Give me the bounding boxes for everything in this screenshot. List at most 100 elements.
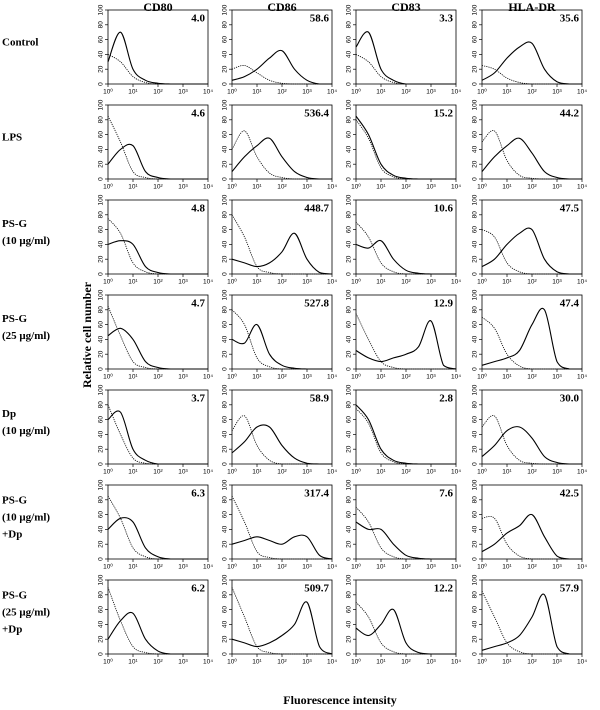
histogram-curve bbox=[107, 240, 208, 275]
y-tick-label: 0 bbox=[98, 82, 105, 86]
histogram-curve bbox=[231, 232, 333, 275]
x-tick-label: 10² bbox=[277, 374, 287, 381]
histogram-curve bbox=[481, 593, 582, 655]
x-tick-label: 10³ bbox=[178, 469, 188, 476]
y-tick-label: 20 bbox=[346, 255, 353, 263]
y-tick-label: 80 bbox=[222, 116, 229, 124]
x-tick-label: 10¹ bbox=[252, 89, 262, 96]
x-tick-label: 10² bbox=[401, 659, 411, 666]
y-tick-label: 40 bbox=[98, 50, 105, 58]
x-tick-label: 10⁰ bbox=[103, 468, 113, 476]
y-tick-label: 0 bbox=[346, 272, 353, 276]
y-tick-label: 20 bbox=[346, 635, 353, 643]
y-tick-label: 100 bbox=[346, 289, 353, 300]
y-tick-label: 20 bbox=[346, 445, 353, 453]
x-tick-label: 10³ bbox=[426, 89, 436, 96]
y-tick-label: 60 bbox=[98, 36, 105, 44]
x-tick-label: 10³ bbox=[426, 469, 436, 476]
row-label: PS-G bbox=[2, 218, 28, 230]
y-tick-label: 60 bbox=[98, 606, 105, 614]
mfi-value: 4.0 bbox=[191, 13, 205, 25]
y-tick-label: 80 bbox=[98, 21, 105, 29]
histogram-curve bbox=[231, 415, 332, 465]
x-tick-label: 10⁴ bbox=[577, 374, 587, 381]
y-tick-label: 20 bbox=[222, 540, 229, 548]
x-tick-label: 10¹ bbox=[376, 469, 386, 476]
histogram-curve bbox=[231, 495, 332, 560]
y-tick-label: 40 bbox=[346, 145, 353, 153]
histogram-curve bbox=[355, 506, 456, 560]
histogram-curve bbox=[481, 41, 582, 85]
x-tick-label: 10⁰ bbox=[103, 183, 113, 191]
y-tick-label: 80 bbox=[346, 116, 353, 124]
x-tick-label: 10⁴ bbox=[451, 374, 461, 381]
y-tick-label: 40 bbox=[346, 525, 353, 533]
x-tick-label: 10¹ bbox=[252, 564, 262, 571]
y-tick-label: 100 bbox=[346, 4, 353, 15]
histogram-curve bbox=[231, 534, 333, 560]
x-tick-label: 10¹ bbox=[376, 279, 386, 286]
x-tick-label: 10³ bbox=[552, 564, 562, 571]
y-tick-label: 40 bbox=[346, 430, 353, 438]
y-tick-label: 100 bbox=[222, 4, 229, 15]
y-tick-label: 60 bbox=[472, 606, 479, 614]
y-tick-label: 80 bbox=[98, 496, 105, 504]
histogram-curve bbox=[107, 587, 208, 655]
y-tick-label: 20 bbox=[222, 255, 229, 263]
y-tick-label: 40 bbox=[346, 50, 353, 58]
y-tick-label: 0 bbox=[222, 652, 229, 656]
x-tick-label: 10⁴ bbox=[203, 564, 213, 571]
x-tick-label: 10³ bbox=[302, 89, 312, 96]
histogram-curve bbox=[107, 54, 208, 85]
mfi-value: 58.6 bbox=[310, 13, 330, 25]
x-tick-label: 10³ bbox=[426, 374, 436, 381]
x-tick-label: 10⁰ bbox=[477, 278, 487, 286]
y-tick-label: 80 bbox=[98, 401, 105, 409]
y-tick-label: 60 bbox=[346, 131, 353, 139]
y-tick-label: 40 bbox=[222, 145, 229, 153]
x-tick-label: 10³ bbox=[302, 184, 312, 191]
histogram-curve bbox=[355, 408, 456, 465]
x-tick-label: 10² bbox=[527, 184, 537, 191]
x-tick-label: 10² bbox=[153, 279, 163, 286]
y-tick-label: 80 bbox=[472, 306, 479, 314]
y-tick-label: 40 bbox=[472, 620, 479, 628]
y-tick-label: 60 bbox=[98, 321, 105, 329]
x-tick-label: 10⁴ bbox=[577, 279, 587, 286]
y-tick-label: 40 bbox=[222, 430, 229, 438]
x-tick-label: 10¹ bbox=[502, 564, 512, 571]
y-tick-label: 60 bbox=[472, 36, 479, 44]
y-tick-label: 0 bbox=[472, 272, 479, 276]
y-tick-label: 80 bbox=[222, 306, 229, 314]
y-tick-label: 0 bbox=[98, 272, 105, 276]
mfi-value: 527.8 bbox=[304, 298, 329, 310]
y-tick-label: 20 bbox=[98, 540, 105, 548]
histogram-curve bbox=[481, 307, 582, 370]
row-label: LPS bbox=[2, 132, 22, 144]
y-tick-label: 20 bbox=[472, 445, 479, 453]
x-tick-label: 10⁰ bbox=[351, 278, 361, 286]
x-tick-label: 10² bbox=[153, 89, 163, 96]
x-tick-label: 10⁰ bbox=[477, 183, 487, 191]
row-label: +Dp bbox=[2, 624, 22, 636]
x-tick-label: 10⁰ bbox=[351, 468, 361, 476]
y-tick-label: 20 bbox=[98, 350, 105, 358]
y-tick-label: 100 bbox=[472, 4, 479, 15]
y-tick-label: 100 bbox=[222, 384, 229, 395]
x-tick-label: 10¹ bbox=[502, 374, 512, 381]
x-tick-label: 10⁰ bbox=[227, 468, 237, 476]
y-axis-title: Relative cell number bbox=[80, 281, 94, 388]
histogram-curve bbox=[355, 115, 456, 180]
histogram-curve bbox=[481, 137, 582, 180]
mfi-value: 47.5 bbox=[560, 203, 580, 215]
y-tick-label: 0 bbox=[98, 652, 105, 656]
y-tick-label: 0 bbox=[222, 462, 229, 466]
y-tick-label: 20 bbox=[222, 635, 229, 643]
y-tick-label: 100 bbox=[472, 194, 479, 205]
y-tick-label: 0 bbox=[346, 652, 353, 656]
x-tick-label: 10⁰ bbox=[103, 563, 113, 571]
y-tick-label: 80 bbox=[346, 21, 353, 29]
mfi-value: 448.7 bbox=[304, 203, 329, 215]
x-tick-label: 10² bbox=[153, 184, 163, 191]
x-tick-label: 10³ bbox=[552, 89, 562, 96]
